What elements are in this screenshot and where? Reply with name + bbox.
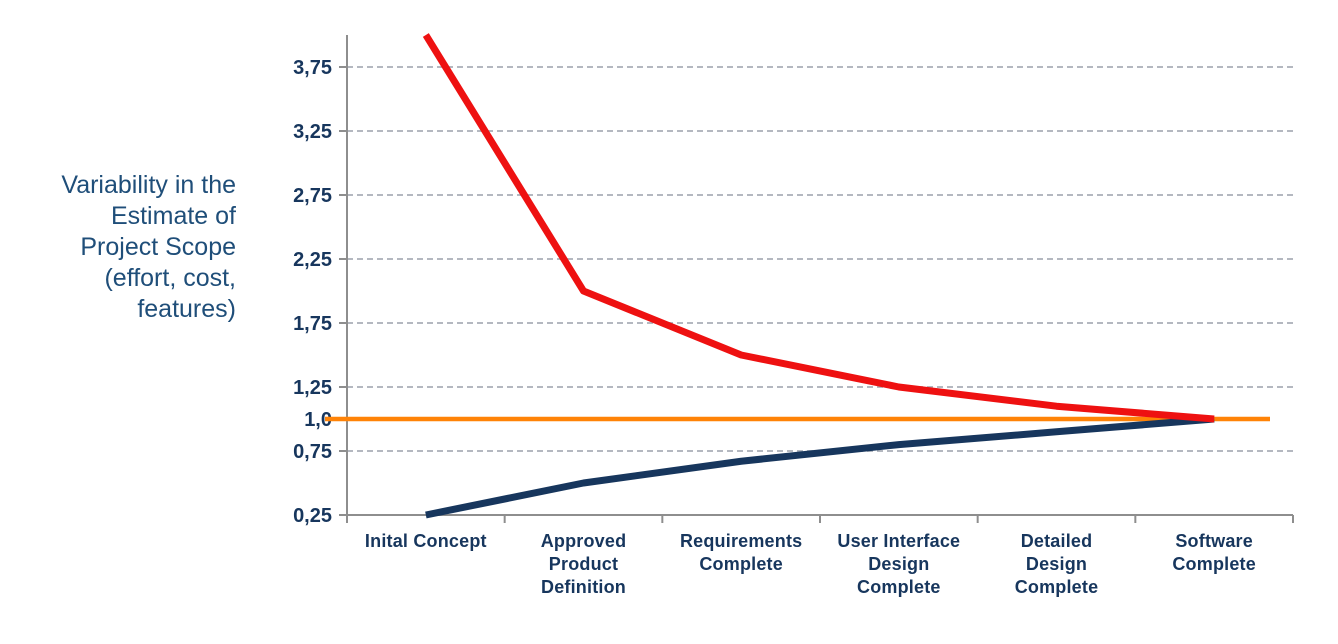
x-category-label: Detailed xyxy=(1021,531,1093,551)
x-category-label: Product xyxy=(549,554,618,574)
series xyxy=(325,33,1270,519)
x-category-label: Definition xyxy=(541,577,626,597)
series-upper-estimate-line xyxy=(422,33,1215,423)
y-tick-label: 3,25 xyxy=(293,121,332,143)
x-axis-ticks xyxy=(346,515,1294,523)
gridlines xyxy=(347,66,1293,452)
y-tick-label: 1,75 xyxy=(293,313,332,335)
x-category-label: Inital Concept xyxy=(365,531,487,551)
y-axis-labels: 0,25 0,75 1,0 1,25 1,75 2,25 2,75 3,25 3,75 xyxy=(293,57,347,527)
x-category-label: Complete xyxy=(1015,577,1099,597)
x-category-label: Complete xyxy=(699,554,783,574)
x-category-label: Complete xyxy=(1172,554,1256,574)
x-category-label: Requirements xyxy=(680,531,802,551)
x-category-label: Software xyxy=(1175,531,1253,551)
x-category-label: Design xyxy=(868,554,929,574)
y-tick-label: 1,0 xyxy=(304,409,332,431)
y-tick-label: 0,75 xyxy=(293,441,332,463)
x-category-label: Design xyxy=(1026,554,1087,574)
y-tick-label: 1,25 xyxy=(293,377,332,399)
x-category-label: User Interface xyxy=(837,531,960,551)
y-tick-label: 2,75 xyxy=(293,185,332,207)
x-category-label: Approved xyxy=(541,531,627,551)
x-category-label: Complete xyxy=(857,577,941,597)
y-axis-title: Variability in the Estimate of Project S… xyxy=(61,171,236,323)
axes xyxy=(346,35,1293,516)
y-tick-label: 2,25 xyxy=(293,249,332,271)
y-tick-label: 3,75 xyxy=(293,57,332,79)
x-axis-labels: Inital Concept Approved Product Definition R… xyxy=(365,531,1256,597)
series-lower-estimate-line xyxy=(425,415,1215,519)
y-tick-label: 0,25 xyxy=(293,505,332,527)
